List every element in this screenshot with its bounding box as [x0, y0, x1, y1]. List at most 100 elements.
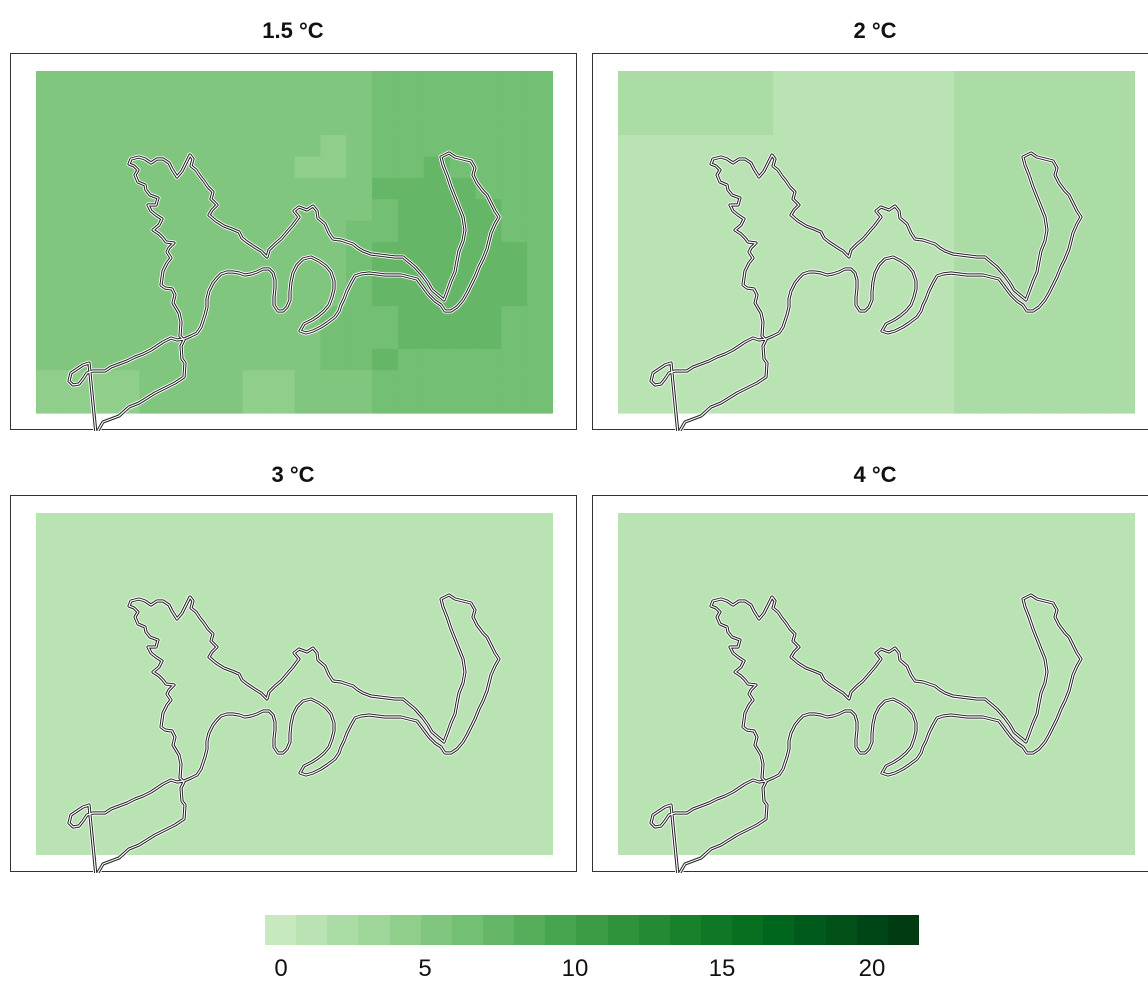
map-cell: [928, 199, 955, 222]
map-cell: [876, 370, 903, 393]
map-cell: [618, 306, 645, 329]
colorbar-swatch: [669, 915, 701, 945]
map-cell: [747, 92, 774, 115]
map-cell: [268, 156, 296, 179]
map-cell: [294, 263, 321, 286]
map-cell: [876, 306, 903, 329]
map-cell: [643, 220, 671, 243]
map-cell: [165, 220, 192, 243]
map-cell: [747, 135, 774, 158]
map-cell: [1109, 220, 1135, 243]
map-cell: [928, 348, 955, 371]
map-cell: [216, 284, 244, 307]
map-cell: [191, 370, 218, 393]
map-cell: [346, 306, 373, 329]
map-cell: [1005, 113, 1033, 136]
map-cell: [165, 135, 192, 158]
map-cell: [1083, 263, 1110, 286]
map-cell: [449, 348, 477, 371]
map-cell: [1005, 92, 1033, 115]
map-cell: [1057, 284, 1084, 307]
map-cell: [928, 370, 955, 393]
map-cell: [643, 391, 671, 414]
map-cell: [449, 391, 477, 414]
map-cell: [902, 113, 929, 136]
map-cell: [721, 71, 748, 93]
map-cell: [798, 156, 826, 179]
map-cell: [643, 113, 671, 136]
map-cell: [773, 92, 800, 115]
map-cell: [721, 242, 748, 264]
map-cell: [191, 71, 218, 93]
map-cell: [695, 242, 722, 264]
map-cell: [1083, 348, 1110, 371]
map-cell: [36, 327, 63, 350]
map-cell: [798, 71, 826, 93]
map-cell: [36, 513, 553, 855]
map-cell: [798, 135, 826, 158]
map-cell: [372, 220, 399, 243]
map-cell: [346, 71, 373, 93]
map-cell: [397, 284, 425, 307]
map-cell: [669, 327, 697, 350]
map-cell: [850, 391, 878, 414]
map-cell: [216, 327, 244, 350]
map-cell: [876, 92, 903, 115]
colorbar-swatch: [545, 915, 577, 945]
map-cell: [294, 284, 321, 307]
map-cell: [695, 370, 722, 393]
map-cell: [721, 113, 748, 136]
map-2: [618, 71, 1135, 431]
map-cell: [139, 306, 166, 329]
map-cell: [320, 135, 347, 158]
map-cell: [876, 263, 903, 286]
map-cell: [242, 71, 270, 93]
map-cell: [954, 348, 981, 371]
map-cell: [695, 220, 722, 243]
map-cell: [643, 242, 671, 264]
map-cell: [113, 71, 140, 93]
map-cell: [1005, 220, 1033, 243]
map-cell: [979, 327, 1007, 350]
map-cell: [669, 113, 697, 136]
map-cell: [876, 177, 903, 200]
map-cell: [346, 327, 373, 350]
map-cell: [191, 242, 218, 264]
map-cell: [113, 242, 140, 264]
map-cell: [346, 370, 373, 393]
map-cell: [902, 156, 929, 179]
map-cell: [928, 242, 955, 264]
map-cell: [216, 348, 244, 371]
map-cell: [501, 242, 528, 264]
map-cell: [475, 92, 502, 115]
map-cell: [928, 327, 955, 350]
colorbar-swatch: [576, 915, 608, 945]
map-cell: [669, 370, 697, 393]
map-cell: [618, 391, 645, 414]
map-cell: [87, 177, 115, 200]
map-cell: [268, 199, 296, 222]
panel-title-1: 1.5 °C: [262, 18, 324, 43]
map-cell: [669, 263, 697, 286]
colorbar-swatch: [607, 915, 639, 945]
map-cell: [669, 284, 697, 307]
map-cell: [1083, 242, 1110, 264]
map-cell: [87, 284, 115, 307]
map-cell: [1057, 71, 1084, 93]
colorbar-swatch: [482, 915, 515, 945]
map-cell: [850, 199, 878, 222]
map-cell: [695, 71, 722, 93]
map-cell: [61, 156, 89, 179]
map-cell: [294, 306, 321, 329]
map-cell: [397, 199, 425, 222]
map-cell: [501, 135, 528, 158]
map-cell: [954, 177, 981, 200]
map-cell: [1109, 348, 1135, 371]
map-cell: [501, 391, 528, 414]
map-cell: [242, 242, 270, 264]
map-cell: [242, 199, 270, 222]
map-cell: [824, 370, 852, 393]
map-cell: [773, 242, 800, 264]
map-cell: [850, 92, 878, 115]
map-cell: [501, 71, 528, 93]
